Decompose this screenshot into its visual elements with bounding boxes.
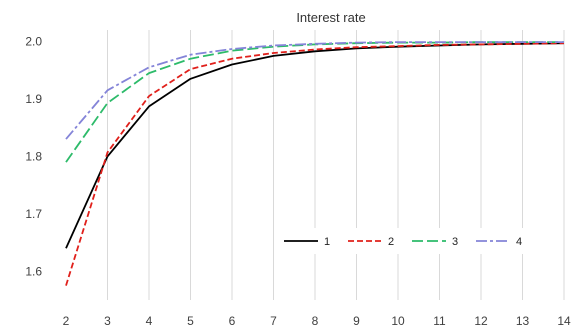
x-tick-label: 10: [391, 314, 405, 328]
x-tick-label: 4: [146, 314, 153, 328]
legend-label-4: 4: [516, 236, 522, 248]
x-tick-label: 9: [353, 314, 360, 328]
y-tick-label: 1.9: [25, 92, 42, 106]
x-tick-label: 8: [312, 314, 319, 328]
legend-label-1: 1: [324, 236, 330, 248]
x-tick-label: 6: [229, 314, 236, 328]
y-tick-label: 2.0: [25, 34, 42, 48]
series-line-4: [65, 41, 564, 140]
x-tick-label: 11: [433, 314, 446, 328]
legend-label-2: 2: [388, 236, 394, 248]
x-tick-label: 7: [270, 314, 277, 328]
y-tick-label: 1.8: [25, 149, 42, 163]
x-tick-label: 14: [557, 314, 571, 328]
series-lines: [65, 41, 565, 286]
x-tick-label: 2: [63, 314, 70, 328]
y-axis-ticks: 1.6 1.7 1.8 1.9 2.0: [25, 34, 42, 278]
x-tick-label: 13: [516, 314, 530, 328]
x-axis-ticks: 2 3 4 5 6 7 8 9 10 11 12 13 14: [63, 314, 571, 328]
x-tick-label: 3: [104, 314, 111, 328]
series-line-2: [65, 42, 565, 286]
y-tick-label: 1.6: [25, 264, 42, 278]
grid-lines: [107, 30, 565, 300]
legend: 1 2 3 4: [278, 228, 540, 254]
x-tick-label: 12: [474, 314, 488, 328]
y-tick-label: 1.7: [25, 207, 42, 221]
chart-title: Interest rate: [296, 10, 365, 25]
x-tick-label: 5: [187, 314, 194, 328]
legend-label-3: 3: [452, 236, 458, 248]
